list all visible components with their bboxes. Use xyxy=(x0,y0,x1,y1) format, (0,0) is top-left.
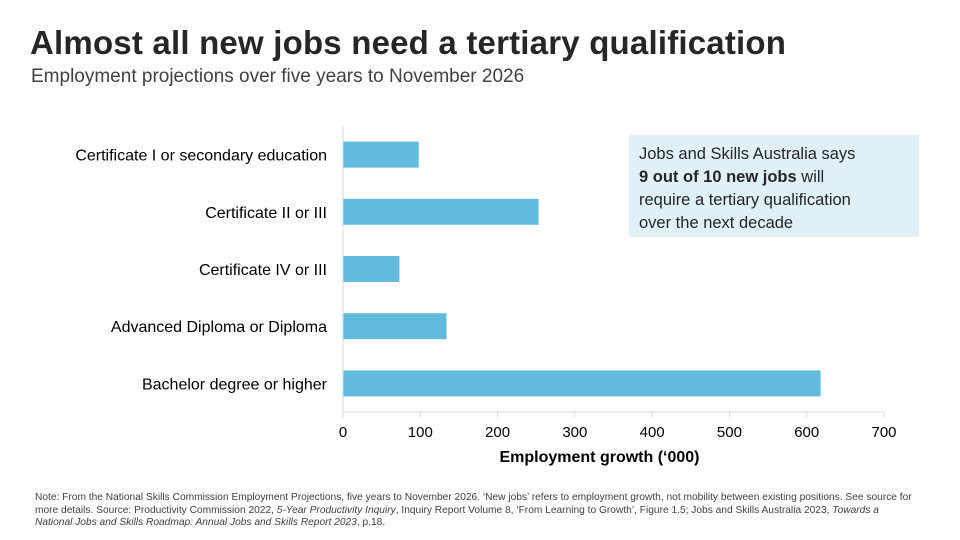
note-italic-2: Towards a National Jobs and Skills Roadm… xyxy=(35,504,879,529)
x-tick-label: 100 xyxy=(408,424,433,441)
category-label: Certificate I or secondary education xyxy=(75,148,327,165)
note-text-1: Note: From the National Skills Commissio… xyxy=(35,492,912,516)
bar xyxy=(343,198,539,225)
callout-highlight: 9 out of 10 new jobs xyxy=(639,168,797,186)
callout-box: Jobs and Skills Australia says 9 out of … xyxy=(629,135,919,237)
bar xyxy=(343,256,400,282)
x-tick-label: 500 xyxy=(717,424,742,441)
note-italic-1: 5-Year Productivity Inquiry xyxy=(276,504,396,516)
category-label: Advanced Diploma or Diploma xyxy=(111,319,327,336)
x-tick-label: 600 xyxy=(794,424,819,441)
bar xyxy=(343,313,447,340)
note-text-2: , Inquiry Report Volume 8, ‘From Learnin… xyxy=(395,504,833,516)
bar xyxy=(343,370,821,397)
x-tick-label: 700 xyxy=(871,424,896,441)
source-note: Note: From the National Skills Commissio… xyxy=(35,492,915,530)
callout-line-4: over the next decade xyxy=(639,214,794,232)
callout-line-2: 9 out of 10 new jobs will xyxy=(639,166,909,189)
x-tick-label: 400 xyxy=(640,424,665,441)
bar xyxy=(343,141,419,168)
callout-line-1: Jobs and Skills Australia says xyxy=(639,145,856,163)
x-tick-label: 0 xyxy=(339,424,347,441)
callout-line-2-rest: will xyxy=(796,168,825,186)
chart-title: Almost all new jobs need a tertiary qual… xyxy=(30,24,787,61)
x-tick-label: 200 xyxy=(485,424,510,441)
note-text-3: , p.18. xyxy=(356,517,386,529)
category-label: Bachelor degree or higher xyxy=(142,376,328,393)
category-label: Certificate IV or III xyxy=(199,262,327,279)
x-axis-title: Employment growth (‘000) xyxy=(499,449,699,466)
callout-line-3: require a tertiary qualification xyxy=(639,191,851,209)
category-label: Certificate II or III xyxy=(205,205,327,222)
chart-subtitle: Employment projections over five years t… xyxy=(31,66,525,87)
x-tick-label: 300 xyxy=(562,424,587,441)
